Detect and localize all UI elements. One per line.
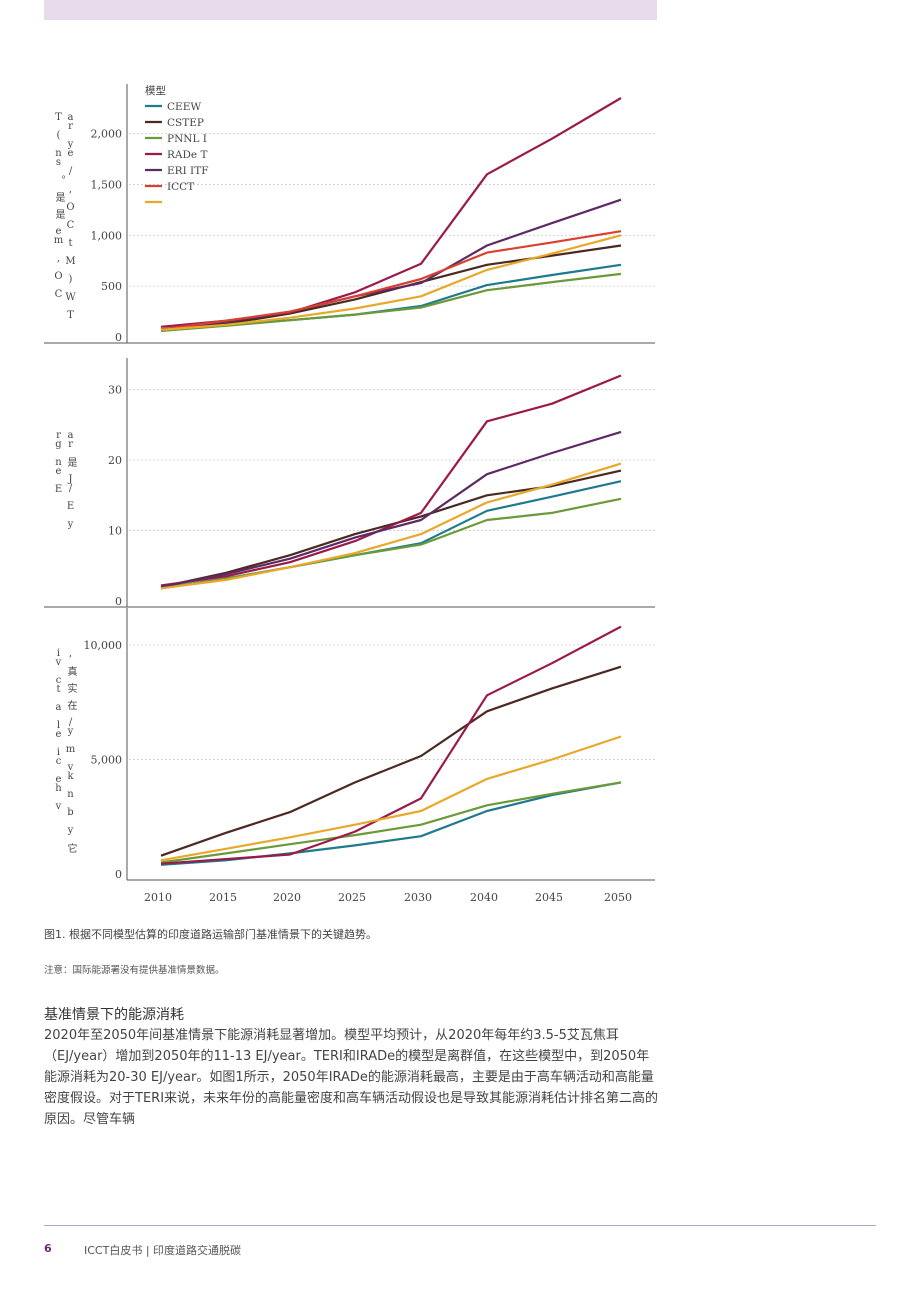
series-line-pnnl-i xyxy=(160,781,622,864)
y-tick-label: 10,000 xyxy=(84,639,123,652)
legend-entry: CEEW xyxy=(167,101,201,113)
y-tick-label: 0 xyxy=(115,331,122,344)
y-tick-label: 1,000 xyxy=(91,229,123,242)
legend-title: 模型 xyxy=(145,84,166,97)
body-paragraph: 2020年至2050年间基准情景下能源消耗显著增加。模型平均预计，从2020年每… xyxy=(44,1028,659,1127)
x-tick-label: 2025 xyxy=(338,891,366,904)
series-line-rade-t xyxy=(160,97,622,328)
legend-entry: RADe T xyxy=(167,149,207,161)
y-tick-label: 500 xyxy=(101,280,122,293)
x-tick-label: 2020 xyxy=(273,891,301,904)
y-tick-label: 30 xyxy=(108,384,122,397)
section-heading: 基准情景下的能源消耗 xyxy=(44,1007,184,1023)
x-tick-label: 2045 xyxy=(535,891,563,904)
x-tick-label: 2040 xyxy=(470,891,498,904)
x-tick-label: 2010 xyxy=(144,891,172,904)
footer-title: ICCT白皮书 | 印度道路交通脱碳 xyxy=(84,1244,242,1257)
series-line-rade-t xyxy=(160,374,622,587)
footer-divider xyxy=(44,1225,876,1226)
x-tick-label: 2050 xyxy=(604,891,632,904)
series-line-eri-itf xyxy=(160,430,622,588)
series-line-unnamed xyxy=(160,462,622,590)
y-tick-label: 0 xyxy=(115,868,122,881)
y-tick-label: 1,500 xyxy=(91,178,123,191)
chart-3-y-axis-label: , 真 实 在 /y m vk n b y 它 iv ct a le ic eh… xyxy=(53,648,76,851)
x-tick-label: 2015 xyxy=(209,891,237,904)
series-line-pnnl-i xyxy=(160,272,622,332)
legend-entry: ICCT xyxy=(167,181,194,193)
legend-entry: ERI ITF xyxy=(167,165,209,177)
series-line-unnamed xyxy=(160,735,622,862)
series-line-rade-t xyxy=(160,625,622,865)
legend-entry: PNNL I xyxy=(167,133,207,145)
x-tick-label: 2030 xyxy=(404,891,432,904)
series-line-unnamed xyxy=(160,234,622,331)
series-line-cstep xyxy=(160,665,622,857)
series-line-pnnl-i xyxy=(160,497,622,590)
y-tick-label: 2,000 xyxy=(91,128,123,141)
y-tick-label: 5,000 xyxy=(91,753,123,766)
header-band xyxy=(44,0,657,20)
y-tick-label: 20 xyxy=(108,454,122,467)
chart-panel-2: 0 10 20 30 xyxy=(44,358,655,608)
legend-entry: CSTEP xyxy=(167,117,204,129)
y-tick-label: 10 xyxy=(108,525,122,538)
y-tick-label: 0 xyxy=(115,595,122,608)
figure-caption: 图1. 根据不同模型估算的印度道路运输部门基准情景下的关键趋势。 xyxy=(44,928,377,941)
chart-1-y-axis-label: ar ye / , O C t M ) W T T ( ns 。 是 是 em … xyxy=(53,112,76,319)
page-number: 6 xyxy=(44,1242,52,1255)
chart-panel-3: 0 5,000 10,000 2010 2015 2020 2025 2030 2040 2045… xyxy=(84,608,655,904)
chart-2-y-axis-label: ar 是 J/ E y rg ne E xyxy=(53,430,76,528)
series-line-icct xyxy=(160,230,622,331)
figure-note: 注意：国际能源署没有提供基准情景数据。 xyxy=(44,965,225,976)
